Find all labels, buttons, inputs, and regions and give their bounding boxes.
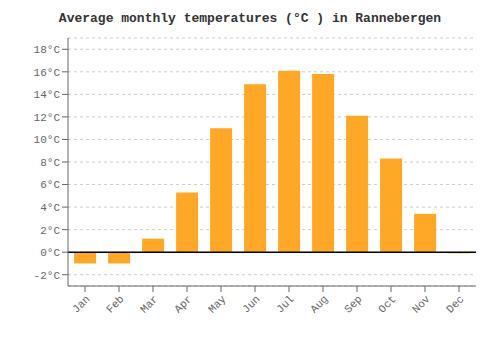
svg-text:Jun: Jun [240, 293, 262, 315]
svg-text:12°C: 12°C [34, 112, 61, 124]
svg-text:Nov: Nov [410, 293, 433, 316]
svg-text:2°C: 2°C [40, 225, 60, 237]
svg-text:14°C: 14°C [34, 89, 61, 101]
svg-text:Dec: Dec [444, 293, 466, 315]
svg-text:18°C: 18°C [34, 44, 61, 56]
svg-text:Feb: Feb [104, 293, 126, 315]
svg-text:16°C: 16°C [34, 67, 61, 79]
svg-text:May: May [206, 293, 229, 316]
svg-text:Aug: Aug [308, 293, 330, 315]
svg-text:Jul: Jul [274, 293, 296, 315]
svg-text:8°C: 8°C [40, 157, 60, 169]
svg-text:-2°C: -2°C [34, 270, 61, 282]
svg-text:10°C: 10°C [34, 134, 61, 146]
svg-text:6°C: 6°C [40, 179, 60, 191]
svg-text:Jan: Jan [70, 293, 92, 315]
svg-text:Sep: Sep [342, 293, 364, 315]
html-text:Average monthly temperatures (: Average monthly temperatures (°C ) in Ra… [58, 11, 442, 26]
svg-text:4°C: 4°C [40, 202, 60, 214]
svg-text:Apr: Apr [172, 293, 194, 315]
svg-text:0°C: 0°C [40, 247, 60, 259]
svg-text:Mar: Mar [138, 293, 160, 315]
svg-text:Oct: Oct [376, 293, 398, 315]
